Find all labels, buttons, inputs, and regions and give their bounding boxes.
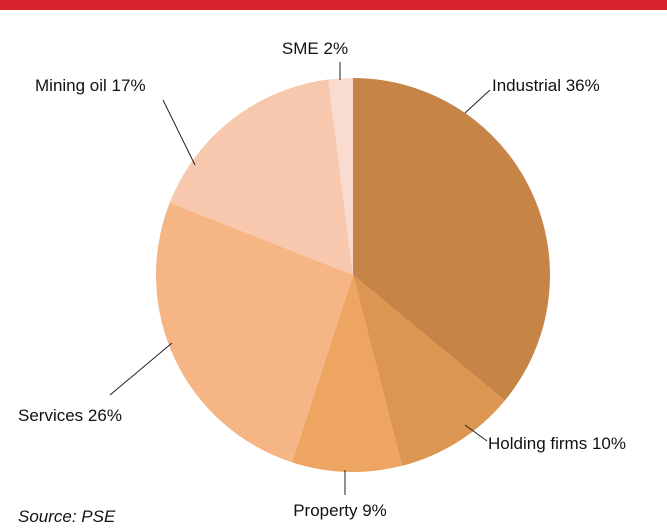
pie-slice (169, 79, 353, 275)
slice-name: SME (282, 39, 319, 58)
slice-value: 36% (566, 76, 600, 95)
pie-slice (328, 78, 353, 275)
pie-slice (292, 275, 402, 472)
pie-slice (353, 275, 505, 466)
slice-label: Mining oil 17% (35, 76, 146, 95)
leader-line (162, 99, 196, 166)
slice-value: 10% (592, 434, 626, 453)
slice-name: Mining oil (35, 76, 107, 95)
slice-name: Holding firms (488, 434, 587, 453)
slice-name: Industrial (492, 76, 561, 95)
slice-label: Services 26% (18, 406, 122, 425)
header-band (0, 0, 667, 10)
slice-value: 2% (324, 39, 349, 58)
source: Source: PSE (18, 507, 116, 526)
leader-line (464, 424, 488, 442)
pie-slice (353, 78, 550, 401)
slice-value: 26% (88, 406, 122, 425)
slice-label: Holding firms 10% (488, 434, 626, 453)
leader-line (464, 89, 491, 114)
slice-value: 9% (362, 501, 387, 520)
pie-slice (156, 202, 353, 463)
slice-label: Industrial 36% (492, 76, 600, 95)
slice-value: 17% (112, 76, 146, 95)
leader-line (109, 342, 173, 396)
slice-label: SME 2% (282, 39, 348, 58)
slice-name: Services (18, 406, 83, 425)
slice-name: Property (293, 501, 358, 520)
slice-label: Property 9% (293, 501, 387, 520)
